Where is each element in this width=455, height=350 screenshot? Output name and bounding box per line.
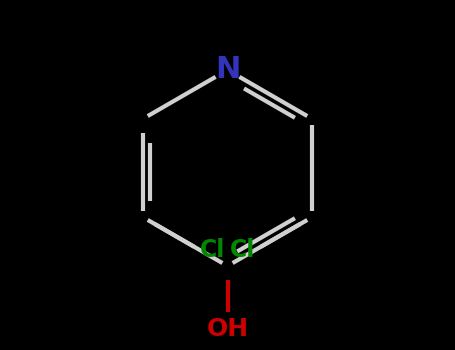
Text: Cl: Cl	[229, 238, 255, 262]
Text: N: N	[215, 56, 240, 84]
Text: Cl: Cl	[200, 238, 226, 262]
Text: OH: OH	[207, 317, 248, 341]
